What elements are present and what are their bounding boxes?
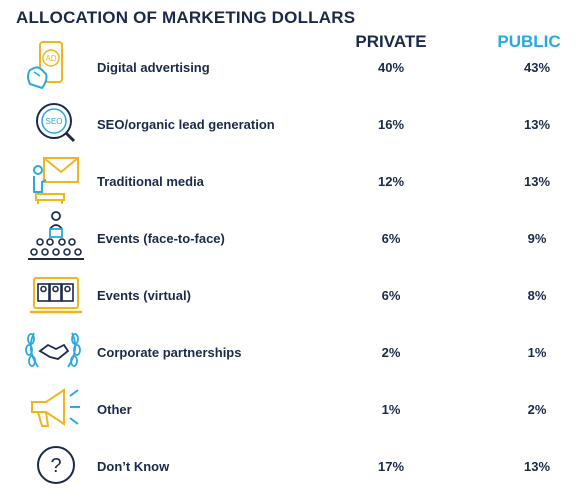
public-value: 13% <box>523 117 551 132</box>
table-row: Events (virtual) 6% 8% <box>0 268 586 325</box>
table-row: Events (face-to-face) 6% 9% <box>0 211 586 268</box>
column-header-public: PUBLIC <box>497 32 561 51</box>
public-value: 13% <box>523 459 551 474</box>
table-row: Corporate partnerships 2% 1% <box>0 325 586 382</box>
table-row: Other 1% 2% <box>0 382 586 439</box>
public-value: 43% <box>523 60 551 75</box>
svg-text:?: ? <box>50 455 61 477</box>
audience-presenter-icon <box>28 211 84 260</box>
seo-magnifier-icon: SEO <box>36 103 76 143</box>
video-conference-icon <box>30 277 82 314</box>
row-label: Don’t Know <box>97 459 170 474</box>
row-label: Other <box>97 402 132 417</box>
public-value: 2% <box>527 402 547 417</box>
private-value: 17% <box>377 459 405 474</box>
public-value: 13% <box>523 174 551 189</box>
handshake-laurel-icon <box>25 332 81 368</box>
question-circle-icon: ? <box>37 446 75 484</box>
table-row: Traditional media 12% 13% <box>0 154 586 211</box>
row-label: Digital advertising <box>97 60 210 75</box>
private-value: 6% <box>381 231 401 246</box>
private-value: 1% <box>381 402 401 417</box>
public-value: 9% <box>527 231 547 246</box>
smartphone-ad-icon: AD <box>27 41 63 90</box>
svg-text:AD: AD <box>45 54 56 63</box>
public-value: 8% <box>527 288 547 303</box>
private-value: 2% <box>381 345 401 360</box>
row-label: Events (virtual) <box>97 288 191 303</box>
private-value: 16% <box>377 117 405 132</box>
megaphone-icon <box>31 388 80 427</box>
envelope-mail-icon <box>33 157 79 204</box>
row-label: Corporate partnerships <box>97 345 242 360</box>
private-value: 40% <box>377 60 405 75</box>
row-label: Traditional media <box>97 174 204 189</box>
column-header-private: PRIVATE <box>355 32 427 51</box>
row-label: SEO/organic lead generation <box>97 117 275 132</box>
row-label: Events (face-to-face) <box>97 231 225 246</box>
table-row: ? Don’t Know 17% 13% <box>0 439 586 496</box>
chart-title: ALLOCATION OF MARKETING DOLLARS <box>16 8 356 27</box>
table-row: AD Digital advertising 40% 43% <box>0 40 586 97</box>
public-value: 1% <box>527 345 547 360</box>
svg-text:SEO: SEO <box>46 117 63 126</box>
table-row: SEO SEO/organic lead generation 16% 13% <box>0 97 586 154</box>
private-value: 12% <box>377 174 405 189</box>
private-value: 6% <box>381 288 401 303</box>
